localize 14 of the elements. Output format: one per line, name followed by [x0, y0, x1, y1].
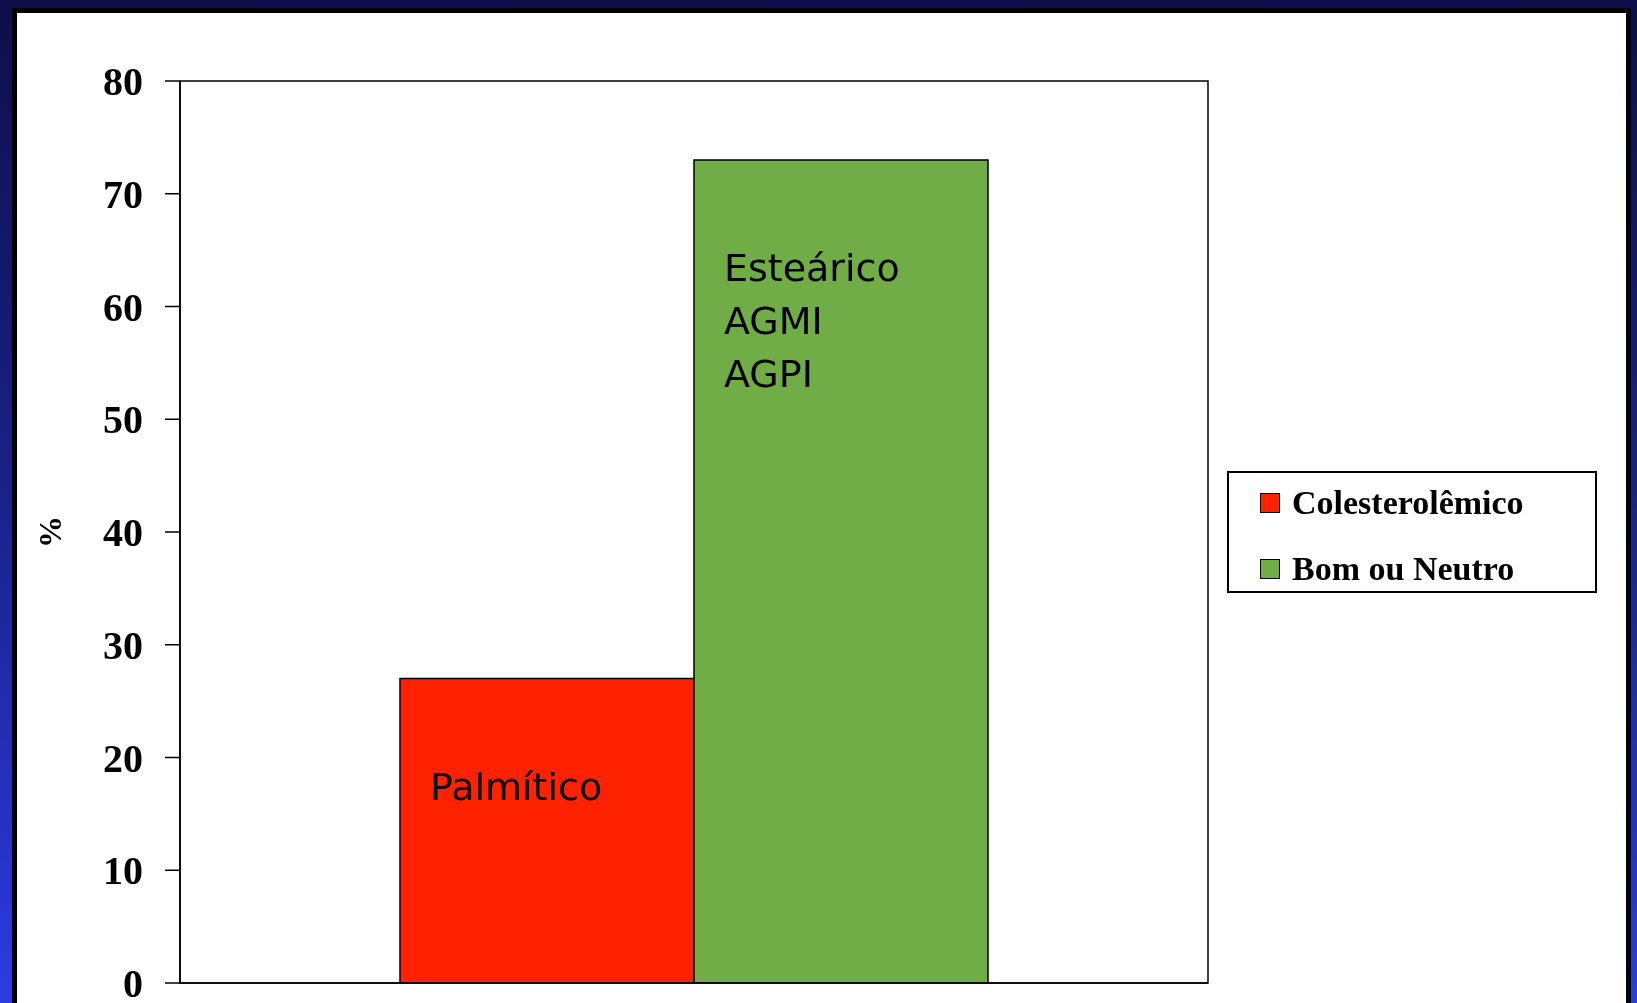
y-tick-label: 20	[103, 735, 143, 781]
y-tick-label: 40	[103, 510, 143, 556]
y-tick-label: 80	[103, 59, 143, 105]
y-tick-label: 50	[103, 397, 143, 443]
y-tick-label: 30	[103, 622, 143, 668]
y-tick-label: 60	[103, 284, 143, 330]
legend-label: Colesterolêmico	[1292, 483, 1524, 522]
y-tick-label: 10	[103, 848, 143, 894]
y-tick-label: 0	[123, 961, 143, 1003]
y-tick-label: 70	[103, 171, 143, 217]
annotation: Esteárico AGMI AGPI	[723, 245, 900, 396]
legend-label: Bom ou Neutro	[1292, 549, 1515, 588]
annotation: Palmítico	[429, 764, 603, 809]
y-axis-title: %	[32, 516, 68, 548]
